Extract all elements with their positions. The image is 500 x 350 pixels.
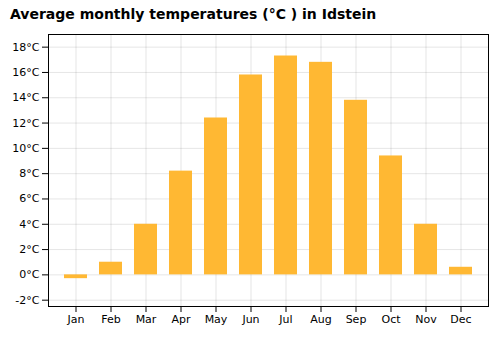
svg-text:14°C: 14°C [12,91,39,104]
svg-text:Jun: Jun [241,313,259,326]
svg-text:Mar: Mar [136,313,157,326]
svg-text:2°C: 2°C [19,243,39,256]
svg-text:Jan: Jan [67,313,85,326]
html-text:Average monthly temperatures (: Average monthly temperatures (°C ) in Id… [10,6,377,22]
svg-text:Sep: Sep [346,313,367,326]
svg-text:0°C: 0°C [19,268,39,281]
svg-text:6°C: 6°C [19,192,39,205]
svg-text:16°C: 16°C [12,66,39,79]
svg-text:8°C: 8°C [19,167,39,180]
svg-text:May: May [205,313,228,326]
svg-text:-2°C: -2°C [15,294,39,307]
svg-text:18°C: 18°C [12,41,39,54]
svg-text:10°C: 10°C [12,142,39,155]
svg-text:Dec: Dec [450,313,471,326]
svg-text:Oct: Oct [381,313,401,326]
svg-text:12°C: 12°C [12,117,39,130]
svg-text:Aug: Aug [310,313,331,326]
svg-text:Nov: Nov [415,313,437,326]
svg-text:Feb: Feb [101,313,120,326]
svg-text:Jul: Jul [278,313,292,326]
svg-text:Apr: Apr [171,313,191,326]
svg-text:4°C: 4°C [19,218,39,231]
